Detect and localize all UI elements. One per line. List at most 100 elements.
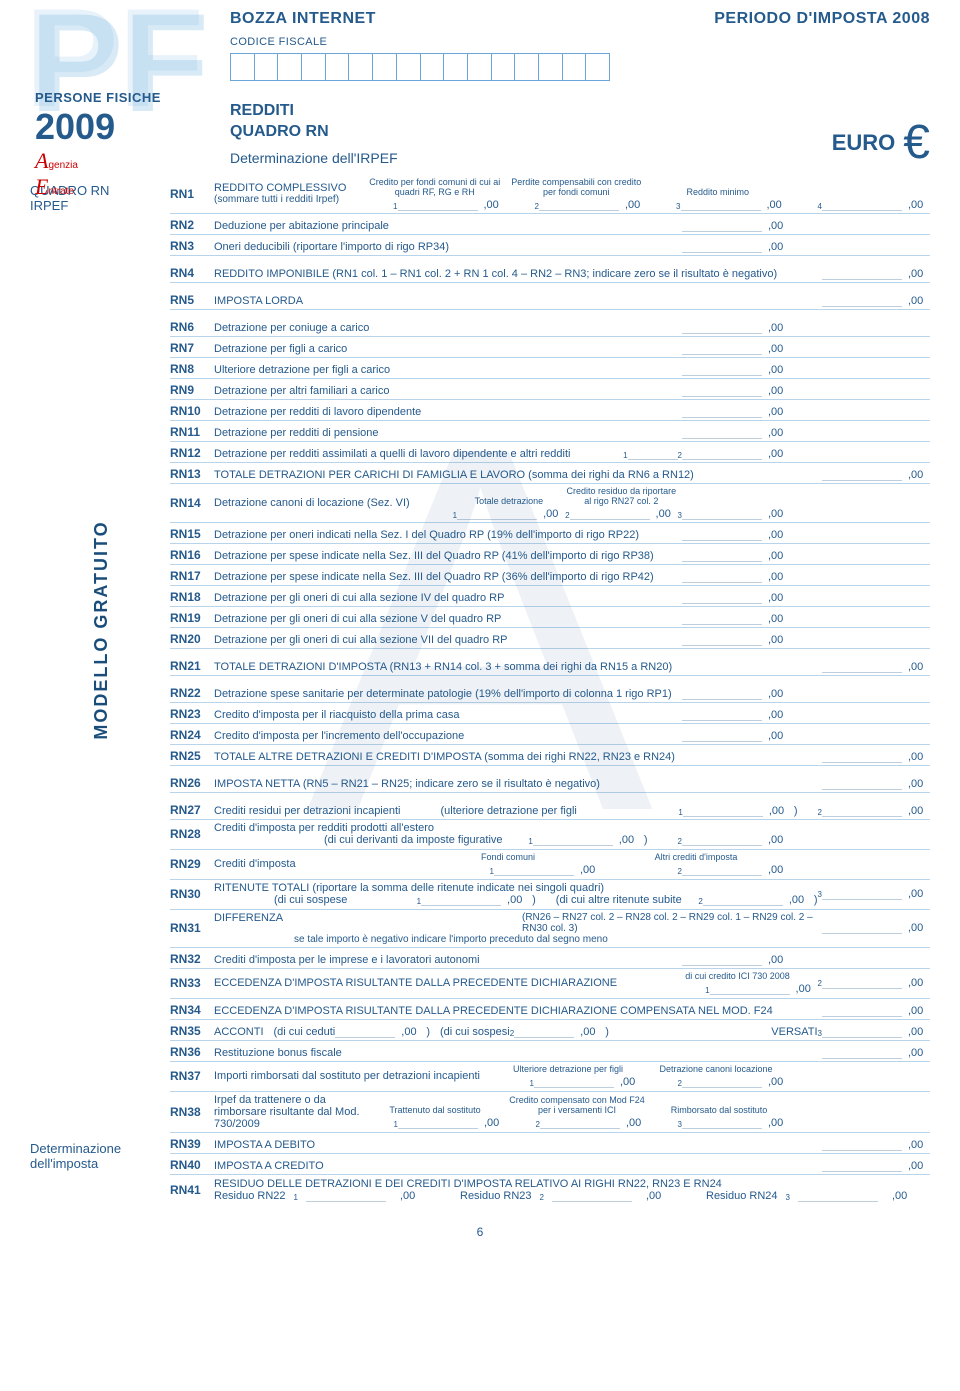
rn12-input[interactable] [682, 459, 762, 460]
rn21-input[interactable] [822, 672, 902, 673]
rn4-input[interactable] [822, 279, 902, 280]
rn27-input[interactable] [822, 816, 902, 817]
logo-block: PF PF PERSONE FISICHE 2009 Agenzia Entra… [30, 10, 210, 167]
rn37-c2-input[interactable] [682, 1087, 762, 1088]
header: PF PF PERSONE FISICHE 2009 Agenzia Entra… [30, 10, 930, 167]
rn18-input[interactable] [682, 603, 762, 604]
rn1-c3-input[interactable] [681, 210, 761, 211]
row-rn10: RN10Detrazione per redditi di lavoro dip… [170, 400, 930, 421]
row-rn40: RN40IMPOSTA A CREDITO,00 [170, 1154, 930, 1175]
rn30-c2-input[interactable] [703, 905, 783, 906]
rn5-input[interactable] [822, 306, 902, 307]
row-rn11: RN11Detrazione per redditi di pensione,0… [170, 421, 930, 442]
rn29-c2-input[interactable] [682, 875, 762, 876]
codice-fiscale-label: CODICE FISCALE [230, 36, 930, 48]
rn38-c2-input[interactable] [540, 1128, 620, 1129]
row-rn8: RN8Ulteriore detrazione per figli a cari… [170, 358, 930, 379]
persone-fisiche-label: PERSONE FISICHE [35, 90, 161, 105]
row-rn2: RN2Deduzione per abitazione principale,0… [170, 214, 930, 235]
rn34-input[interactable] [822, 1016, 902, 1017]
rn24-input[interactable] [682, 741, 762, 742]
agenzia-label: Agenzia Entrate [35, 148, 78, 200]
rn30-c1-input[interactable] [421, 905, 501, 906]
rn38-c1-input[interactable] [398, 1128, 478, 1129]
row-rn38: RN38Irpef da trattenere o da rimborsare … [170, 1092, 930, 1133]
rn8-input[interactable] [682, 375, 762, 376]
row-rn18: RN18Detrazione per gli oneri di cui alla… [170, 586, 930, 607]
rn10-input[interactable] [682, 417, 762, 418]
rn11-input[interactable] [682, 438, 762, 439]
rn37-c1-input[interactable] [534, 1087, 614, 1088]
rn1-c2-input[interactable] [539, 210, 619, 211]
redditi-title: REDDITI [230, 101, 398, 122]
row-rn28: RN28 Crediti d'imposta per redditi prodo… [170, 820, 930, 850]
rn41-c3-input[interactable] [798, 1201, 878, 1202]
section-determinazione: Determinazionedell'imposta [30, 1133, 160, 1205]
rn33-c1-input[interactable] [710, 994, 790, 995]
rn16-input[interactable] [682, 561, 762, 562]
year-label: 2009 [35, 106, 115, 148]
row-rn31: RN31 DIFFERENZA(RN26 – RN27 col. 2 – RN2… [170, 910, 930, 948]
rn12-c1-input[interactable] [628, 459, 678, 460]
rn3-input[interactable] [682, 252, 762, 253]
row-rn12: RN12Detrazione per redditi assimilati a … [170, 442, 930, 463]
rn38-c3-input[interactable] [682, 1128, 762, 1129]
rn41-c2-input[interactable] [552, 1201, 632, 1202]
rn33-input[interactable] [822, 988, 902, 989]
rn2-input[interactable] [682, 231, 762, 232]
page-container: MODELLO GRATUITO A PF PF PERSONE FISICHE… [0, 0, 960, 1259]
rn39-input[interactable] [822, 1150, 902, 1151]
rn36-input[interactable] [822, 1058, 902, 1059]
periodo-title: PERIODO D'IMPOSTA 2008 [714, 10, 930, 28]
rn13-input[interactable] [822, 480, 902, 481]
determinazione-title: Determinazione dell'IRPEF [230, 149, 398, 167]
rn26-input[interactable] [822, 789, 902, 790]
rn32-input[interactable] [682, 965, 762, 966]
row-rn13: RN13TOTALE DETRAZIONI PER CARICHI DI FAM… [170, 463, 930, 484]
row-rn26: RN26IMPOSTA NETTA (RN5 – RN21 – RN25; in… [170, 772, 930, 793]
rn35-input[interactable] [822, 1037, 902, 1038]
rn27-c1-input[interactable] [683, 816, 763, 817]
rn40-input[interactable] [822, 1171, 902, 1172]
row-rn35: RN35ACCONTI (di cui ceduti,00 ) (di cui … [170, 1020, 930, 1041]
rn17-input[interactable] [682, 582, 762, 583]
rn31-input[interactable] [822, 933, 902, 934]
rn9-input[interactable] [682, 396, 762, 397]
row-rn41: RN41 RESIDUO DELLE DETRAZIONI E DEI CRED… [170, 1175, 930, 1205]
rn29-c1-input[interactable] [494, 875, 574, 876]
side-label: MODELLO GRATUITO [91, 520, 112, 739]
rn1-c4-input[interactable] [822, 210, 902, 211]
row-rn29: RN29Crediti d'imposta Fondi comuni1,00 A… [170, 850, 930, 880]
row-rn20: RN20Detrazione per gli oneri di cui alla… [170, 628, 930, 649]
rn20-input[interactable] [682, 645, 762, 646]
codice-fiscale-grid[interactable] [230, 53, 610, 81]
row-rn6: RN6Detrazione per coniuge a carico,00 [170, 316, 930, 337]
row-rn32: RN32Crediti d'imposta per le imprese e i… [170, 948, 930, 969]
rn14-c1-input[interactable] [457, 519, 537, 520]
rn28-c1-input[interactable] [533, 845, 613, 846]
rn41-c1-input[interactable] [306, 1201, 386, 1202]
rn14-c2-input[interactable] [570, 519, 650, 520]
rn15-input[interactable] [682, 540, 762, 541]
euro-icon: € [903, 119, 930, 167]
rn1-c1-input[interactable] [398, 210, 478, 211]
row-rn9: RN9Detrazione per altri familiari a cari… [170, 379, 930, 400]
rn35-c2-input[interactable] [514, 1037, 574, 1038]
row-rn21: RN21TOTALE DETRAZIONI D'IMPOSTA (RN13 + … [170, 655, 930, 676]
row-rn24: RN24Credito d'imposta per l'incremento d… [170, 724, 930, 745]
row-rn1: RN1 REDDITO COMPLESSIVO (sommare tutti i… [170, 175, 930, 214]
rn30-input[interactable] [822, 899, 902, 900]
row-rn19: RN19Detrazione per gli oneri di cui alla… [170, 607, 930, 628]
row-rn39: RN39IMPOSTA A DEBITO,00 [170, 1133, 930, 1154]
rn28-c2-input[interactable] [682, 845, 762, 846]
rn6-input[interactable] [682, 333, 762, 334]
rn14-c3-input[interactable] [682, 519, 762, 520]
rn25-input[interactable] [822, 762, 902, 763]
rn7-input[interactable] [682, 354, 762, 355]
rn22-input[interactable] [682, 699, 762, 700]
rn23-input[interactable] [682, 720, 762, 721]
rn19-input[interactable] [682, 624, 762, 625]
page-number: 6 [30, 1225, 930, 1239]
rn35-c1-input[interactable] [335, 1037, 395, 1038]
row-rn7: RN7Detrazione per figli a carico,00 [170, 337, 930, 358]
